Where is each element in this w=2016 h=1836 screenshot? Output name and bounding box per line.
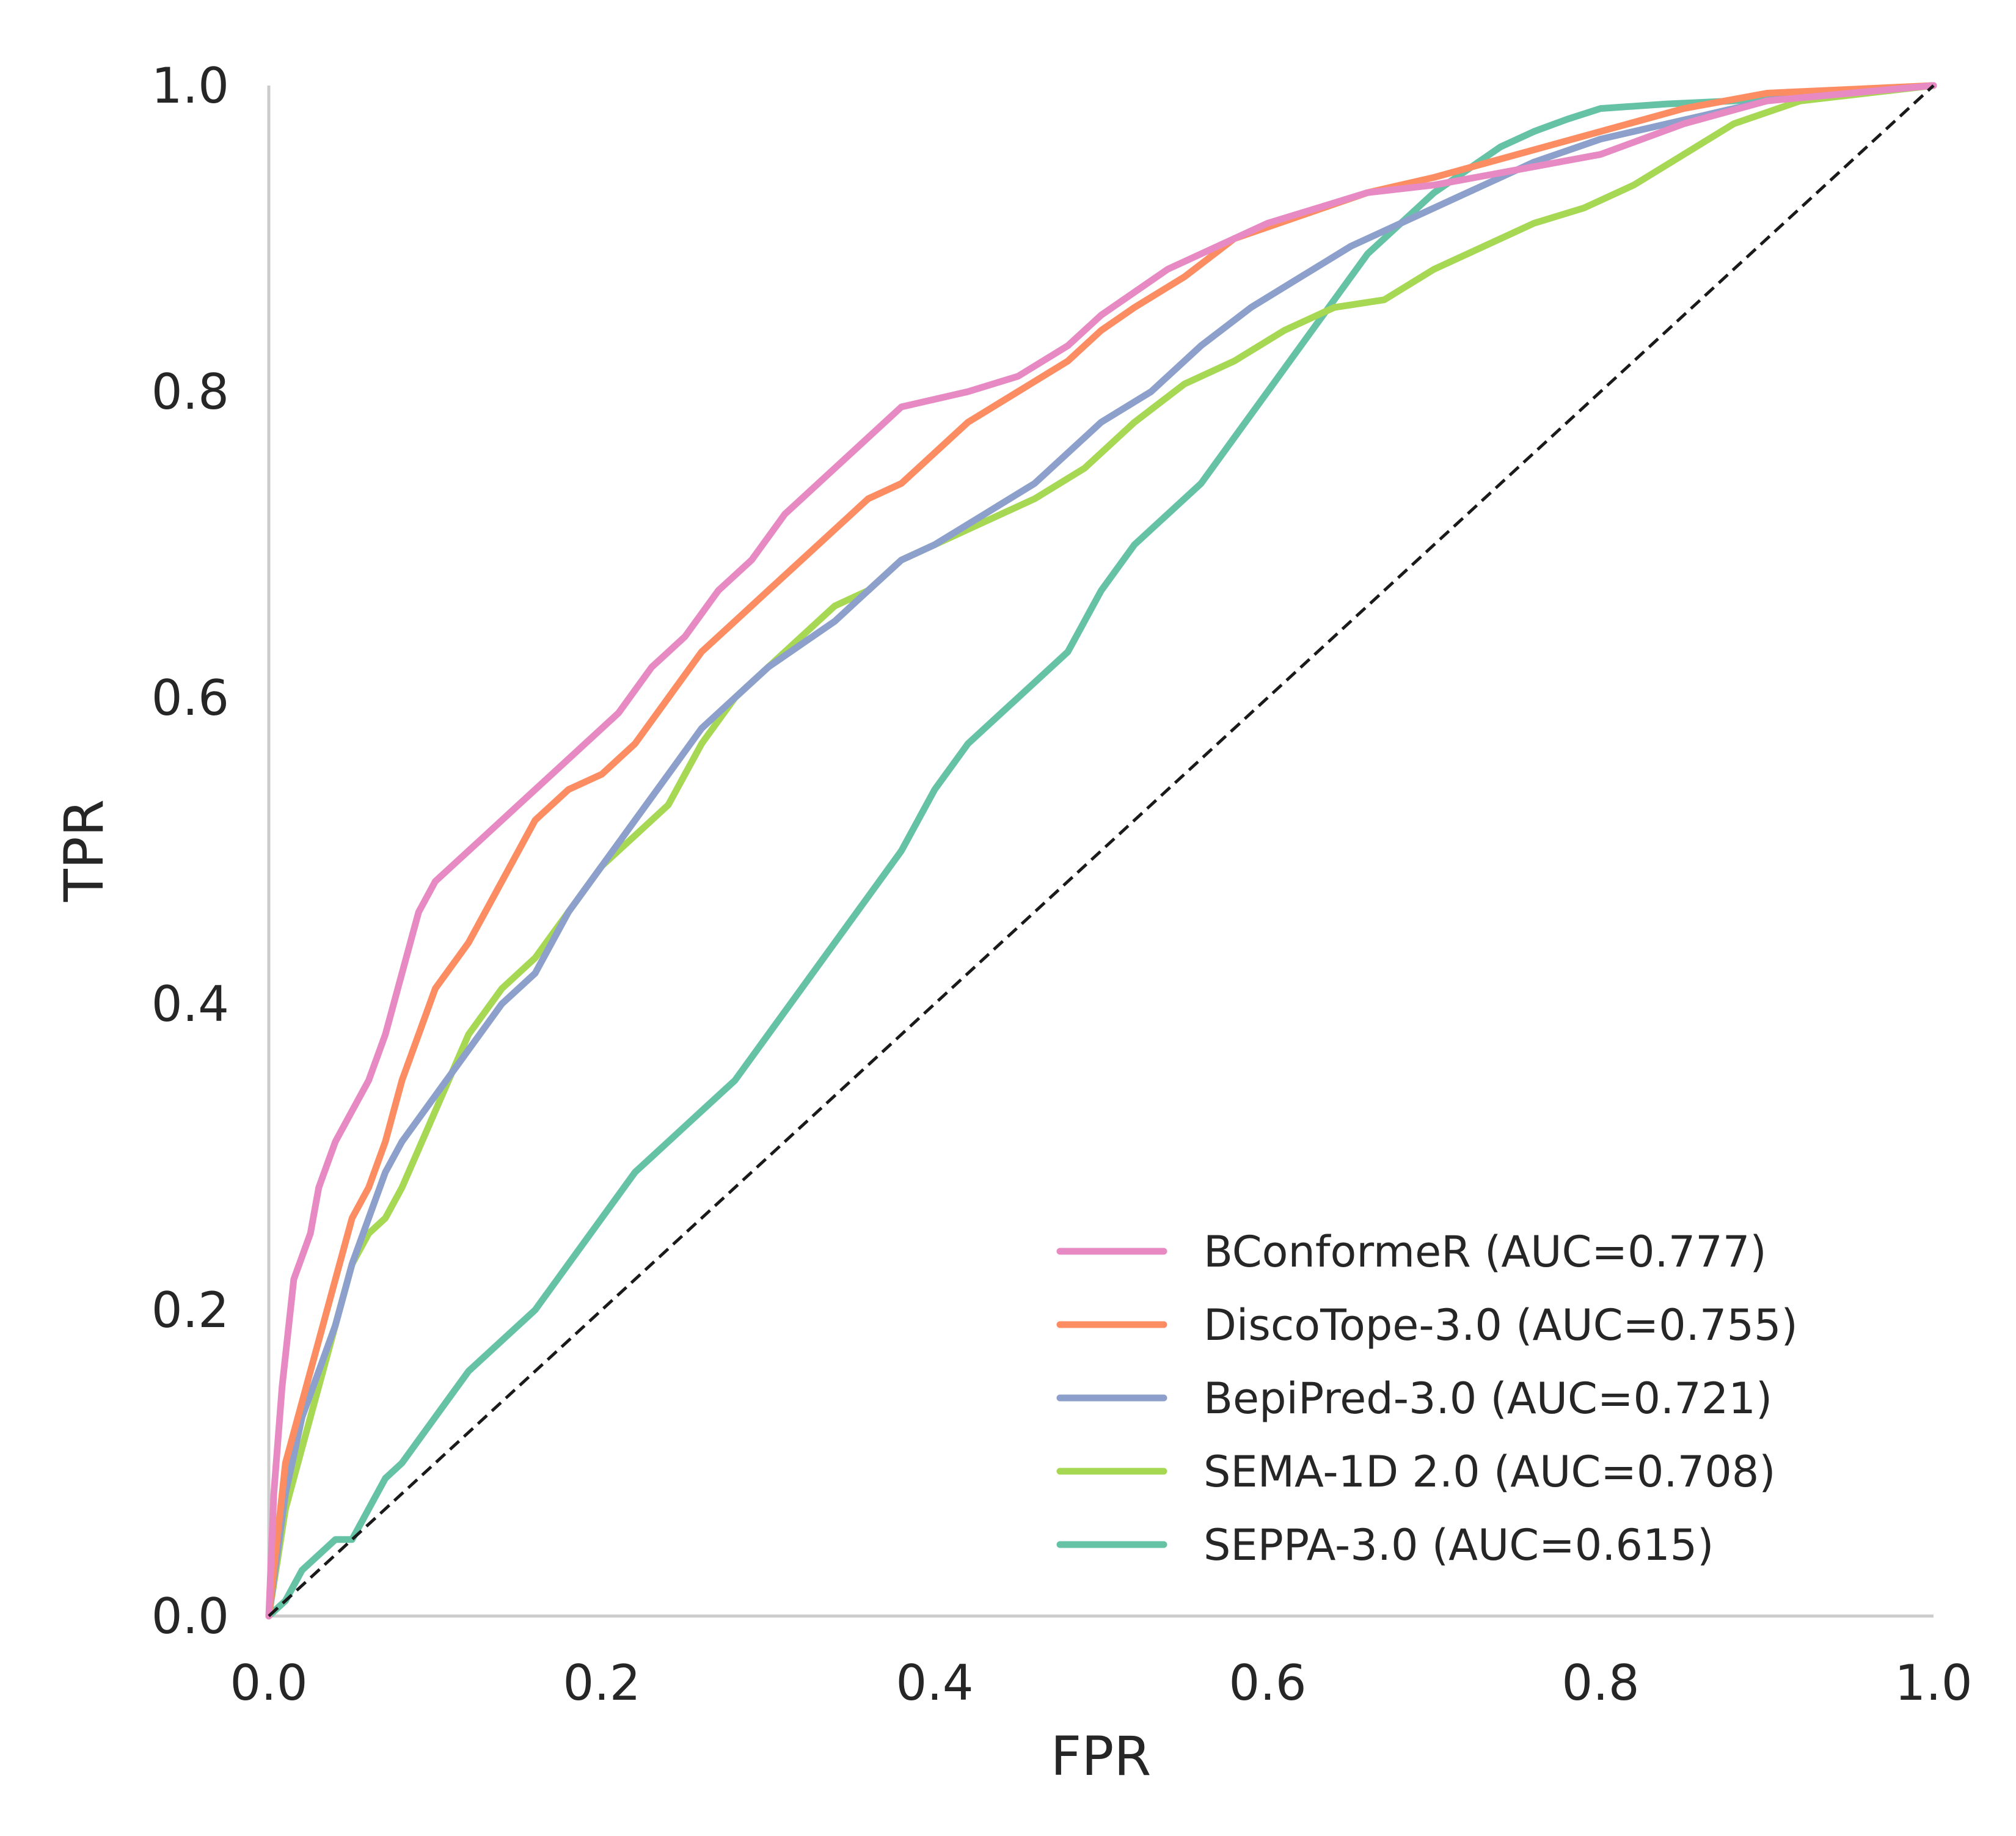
legend: BConformeR (AUC=0.777) DiscoTope-3.0 (AUC…: [1056, 1227, 1798, 1570]
y-tick-label: 0.0: [152, 1588, 229, 1645]
roc-curve-line: [265, 82, 1937, 1620]
legend-label: BConformeR (AUC=0.777): [1203, 1227, 1767, 1277]
legend-label: SEPPA-3.0 (AUC=0.615): [1203, 1520, 1714, 1570]
x-tick-label: 0.8: [1561, 1655, 1639, 1711]
roc-curves: [265, 82, 1937, 1620]
roc-curve-line: [265, 82, 1937, 1620]
x-tick-label: 0.2: [563, 1655, 640, 1711]
y-tick-labels: 0.0 0.2 0.4 0.6 0.8 1.0: [152, 57, 229, 1645]
legend-label: DiscoTope-3.0 (AUC=0.755): [1203, 1300, 1798, 1350]
legend-label: SEMA-1D 2.0 (AUC=0.708): [1203, 1447, 1776, 1497]
roc-curve-line: [265, 82, 1937, 1620]
y-tick-label: 0.2: [152, 1282, 229, 1339]
y-tick-label: 1.0: [152, 57, 229, 114]
x-tick-label: 0.0: [230, 1655, 307, 1711]
y-tick-label: 0.6: [152, 670, 229, 726]
x-tick-label: 0.4: [896, 1655, 973, 1711]
y-tick-label: 0.4: [152, 976, 229, 1033]
y-axis-label: TPR: [53, 799, 115, 902]
chance-line: [268, 84, 1935, 1617]
x-tick-labels: 0.0 0.2 0.4 0.6 0.8 1.0: [230, 1655, 1972, 1711]
x-tick-label: 1.0: [1894, 1655, 1972, 1711]
legend-label: BepiPred-3.0 (AUC=0.721): [1203, 1373, 1772, 1424]
y-tick-label: 0.8: [152, 364, 229, 420]
x-tick-label: 0.6: [1229, 1655, 1306, 1711]
x-axis-label: FPR: [1051, 1725, 1152, 1788]
